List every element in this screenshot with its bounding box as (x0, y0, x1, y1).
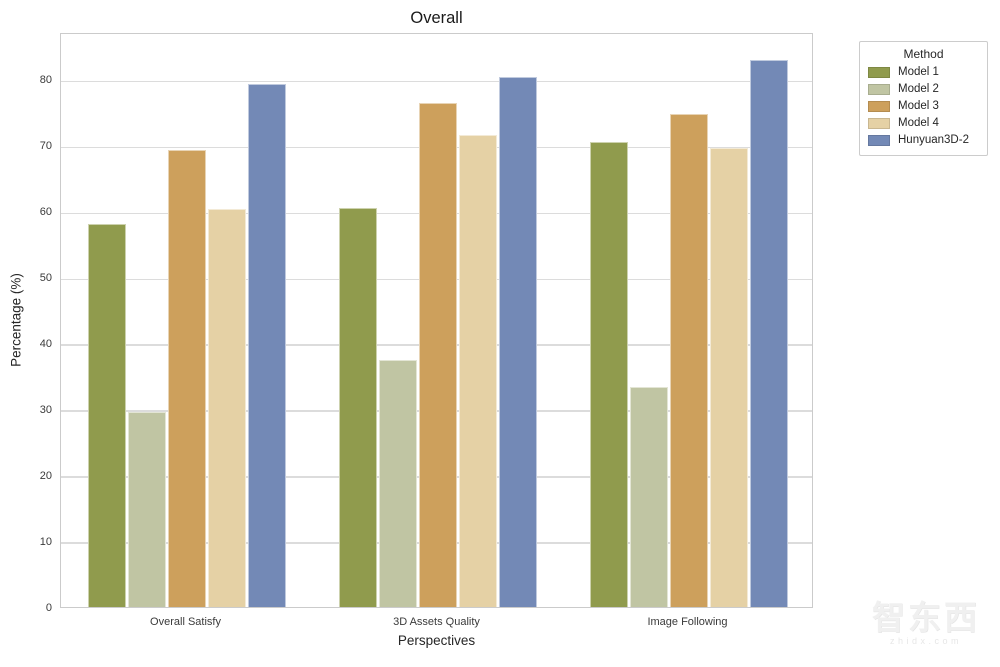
y-axis-label: Percentage (%) (8, 273, 24, 367)
legend-item: Model 3 (868, 100, 979, 112)
y-tick-label: 20 (39, 469, 52, 482)
legend-swatch (868, 134, 890, 146)
y-tick-label: 50 (39, 271, 52, 284)
y-tick-label: 60 (39, 205, 52, 218)
gridline (61, 80, 812, 83)
bar-model-2 (629, 387, 668, 607)
bar-model-3 (669, 114, 708, 607)
bar-hunyuan3d-2 (749, 59, 788, 607)
x-tick-label: Overall Satisfy (150, 616, 221, 628)
x-tick-label: Image Following (647, 616, 728, 628)
y-tick-label: 0 (45, 601, 52, 614)
x-axis-label: Perspectives (397, 633, 476, 648)
watermark: 智东西 zhidx.com (860, 599, 992, 646)
y-tick-label: 30 (39, 403, 52, 416)
legend-label: Hunyuan3D-2 (898, 134, 969, 146)
y-tick-label: 70 (39, 139, 52, 152)
legend-swatch (868, 117, 890, 129)
legend-label: Model 4 (898, 117, 939, 129)
watermark-url: zhidx.com (889, 636, 962, 646)
legend: Method Model 1 Model 2 Model 3 Model 4 Hunyu… (859, 41, 988, 156)
bar-model-1 (338, 208, 377, 607)
y-tick-label: 40 (39, 337, 52, 350)
legend-item: Model 2 (868, 83, 979, 95)
bar-model-1 (589, 142, 628, 607)
y-tick-label: 10 (39, 535, 52, 548)
bar-hunyuan3d-2 (247, 84, 286, 607)
bar-model-4 (458, 134, 497, 607)
bar-hunyuan3d-2 (498, 76, 537, 607)
bar-model-4 (709, 148, 748, 607)
bar-model-1 (87, 223, 126, 607)
plot-area (60, 33, 813, 608)
legend-items: Model 1 Model 2 Model 3 Model 4 Hunyuan3D-2 (868, 66, 979, 146)
bar-model-3 (167, 150, 206, 607)
legend-swatch (868, 83, 890, 95)
legend-swatch (868, 100, 890, 112)
x-tick-label: 3D Assets Quality (393, 616, 480, 628)
y-tick-label: 80 (39, 73, 52, 86)
bar-model-2 (127, 411, 166, 607)
bar-model-4 (207, 208, 246, 607)
legend-title: Method (903, 47, 944, 61)
legend-item: Hunyuan3D-2 (868, 134, 979, 146)
bar-model-3 (418, 103, 457, 607)
legend-label: Model 1 (898, 66, 939, 78)
legend-item: Model 4 (868, 117, 979, 129)
legend-item: Model 1 (868, 66, 979, 78)
legend-swatch (868, 66, 890, 78)
bar-model-2 (378, 360, 417, 607)
legend-label: Model 3 (898, 100, 939, 112)
watermark-logo: 智东西 (872, 599, 980, 636)
legend-label: Model 2 (898, 83, 939, 95)
chart-title: Overall (410, 9, 463, 27)
